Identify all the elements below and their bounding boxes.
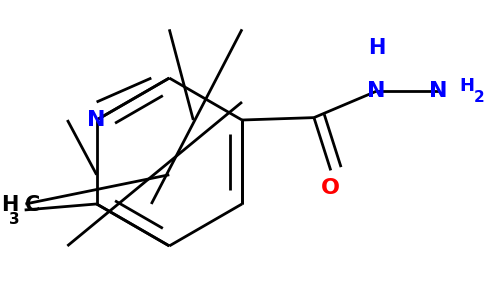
Text: C: C (25, 195, 40, 215)
Text: O: O (321, 178, 340, 198)
Text: H: H (368, 38, 385, 58)
Text: 2: 2 (473, 90, 484, 105)
Text: N: N (429, 81, 448, 101)
Text: N: N (87, 110, 106, 130)
Text: H: H (459, 77, 474, 95)
Text: N: N (367, 81, 386, 101)
Text: 3: 3 (9, 212, 20, 227)
Text: H: H (1, 195, 19, 215)
